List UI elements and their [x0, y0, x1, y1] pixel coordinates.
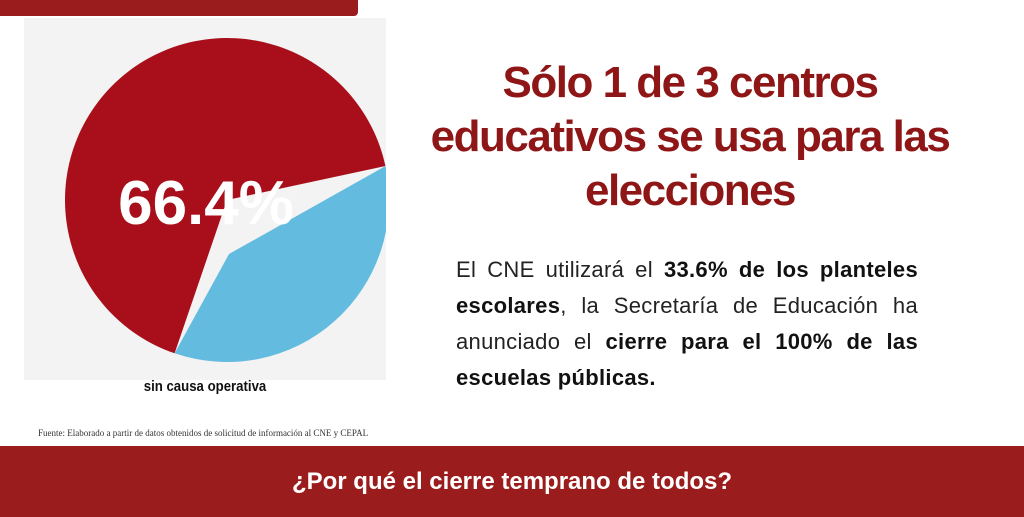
banner-question: ¿Por qué el cierre temprano de todos?: [291, 467, 733, 495]
pie-slice-2: [174, 166, 386, 362]
body-text-1: El CNE utilizará el: [456, 257, 664, 282]
body-text-2: , la Secretaría de Educación ha anunciad…: [456, 293, 918, 354]
headline: Sólo 1 de 3 centros educativos se usa pa…: [430, 58, 951, 215]
source-note: Fuente: Elaborado a partir de datos obte…: [38, 428, 369, 438]
pie-slice-1: [65, 38, 386, 354]
body-bold-2: cierre para el 100% de las escuelas públ…: [456, 329, 918, 390]
top-accent-bar: [0, 0, 358, 16]
pie-chart-panel: 66.4%: [24, 18, 386, 380]
bottom-banner: ¿Por qué el cierre temprano de todos?: [0, 446, 1024, 517]
body-paragraph: El CNE utilizará el 33.6% de los plantel…: [456, 252, 918, 396]
pie-data-label: 66.4%: [118, 169, 294, 238]
pie-chart: 66.4%: [65, 38, 386, 362]
chart-caption: sin causa operativa: [143, 378, 267, 395]
body-bold-1: 33.6% de los planteles escolares: [456, 257, 918, 318]
